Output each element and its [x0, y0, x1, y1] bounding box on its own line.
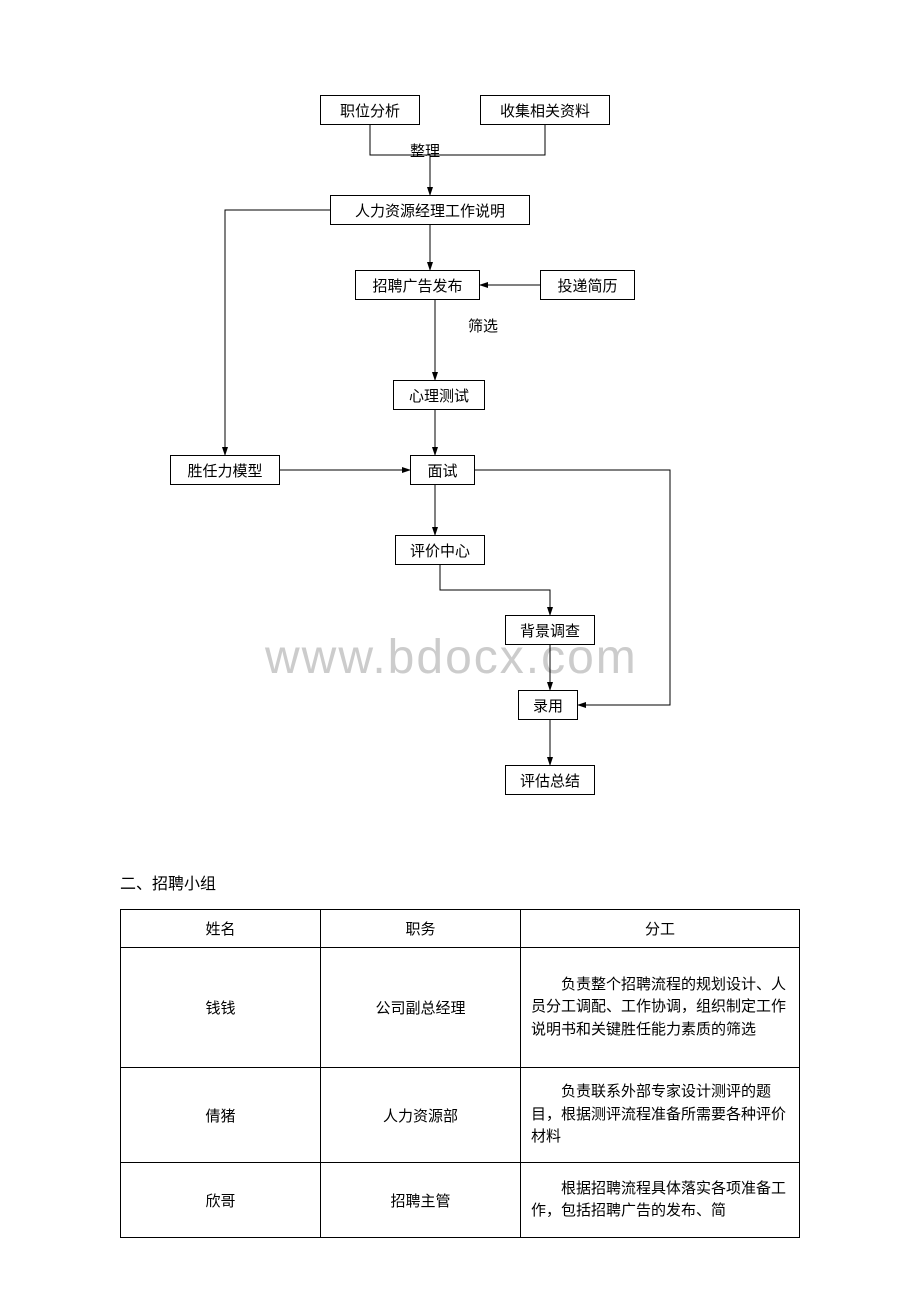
- table-cell: 公司副总经理: [321, 948, 521, 1068]
- node-psych-test: 心理测试: [393, 380, 485, 410]
- node-submit-resume: 投递简历: [540, 270, 635, 300]
- node-job-analysis: 职位分析: [320, 95, 420, 125]
- table-cell: 钱钱: [121, 948, 321, 1068]
- col-duty: 分工: [521, 910, 800, 948]
- col-name: 姓名: [121, 910, 321, 948]
- node-ad-publish: 招聘广告发布: [355, 270, 480, 300]
- table-cell: 招聘主管: [321, 1163, 521, 1238]
- table-cell: 欣哥: [121, 1163, 321, 1238]
- edge-label-filter: 筛选: [468, 315, 498, 336]
- table-cell: 倩猪: [121, 1068, 321, 1163]
- section-title: 二、招聘小组: [120, 870, 920, 894]
- col-role: 职务: [321, 910, 521, 948]
- table-cell: 负责联系外部专家设计测评的题目，根据测评流程准备所需要各种评价材料: [521, 1068, 800, 1163]
- node-collect-info: 收集相关资料: [480, 95, 610, 125]
- node-summary: 评估总结: [505, 765, 595, 795]
- node-interview: 面试: [410, 455, 475, 485]
- table-cell: 人力资源部: [321, 1068, 521, 1163]
- node-job-spec: 人力资源经理工作说明: [330, 195, 530, 225]
- node-background: 背景调查: [505, 615, 595, 645]
- flowchart-arrows: [110, 60, 810, 840]
- node-hire: 录用: [518, 690, 578, 720]
- table-row: 欣哥招聘主管根据招聘流程具体落实各项准备工作，包括招聘广告的发布、简: [121, 1163, 800, 1238]
- node-assess-center: 评价中心: [395, 535, 485, 565]
- table-cell: 负责整个招聘流程的规划设计、人员分工调配、工作协调，组织制定工作说明书和关键胜任…: [521, 948, 800, 1068]
- table-row: 钱钱公司副总经理负责整个招聘流程的规划设计、人员分工调配、工作协调，组织制定工作…: [121, 948, 800, 1068]
- table-cell: 根据招聘流程具体落实各项准备工作，包括招聘广告的发布、简: [521, 1163, 800, 1238]
- recruitment-team-table: 姓名 职务 分工 钱钱公司副总经理负责整个招聘流程的规划设计、人员分工调配、工作…: [120, 909, 800, 1238]
- node-competency: 胜任力模型: [170, 455, 280, 485]
- table-row: 倩猪人力资源部负责联系外部专家设计测评的题目，根据测评流程准备所需要各种评价材料: [121, 1068, 800, 1163]
- recruitment-flowchart: www.bdocx.com 职位分析 收集相关资料 人力资源经理工作说明 招聘广…: [110, 60, 810, 840]
- edge-label-organize: 整理: [410, 140, 440, 161]
